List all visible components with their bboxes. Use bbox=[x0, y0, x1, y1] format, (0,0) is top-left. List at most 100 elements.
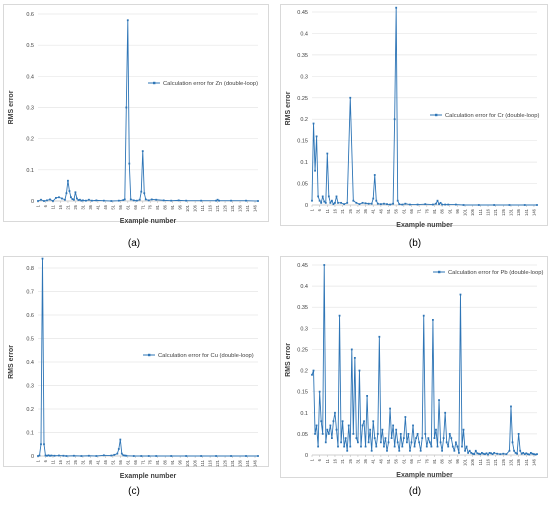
x-tick-label: 101 bbox=[463, 458, 468, 466]
data-point bbox=[216, 198, 219, 201]
x-tick-label: 31 bbox=[80, 459, 85, 464]
data-point bbox=[412, 424, 414, 427]
data-point bbox=[330, 437, 333, 440]
x-tick-label: 146 bbox=[253, 204, 258, 212]
y-tick-label: 0.3 bbox=[300, 326, 308, 332]
data-point bbox=[43, 443, 45, 446]
x-tick-label: 61 bbox=[125, 459, 130, 464]
y-tick-label: 0.35 bbox=[297, 305, 308, 311]
data-point bbox=[80, 455, 83, 457]
data-point bbox=[230, 199, 232, 202]
data-point bbox=[395, 428, 398, 431]
data-point bbox=[55, 196, 57, 199]
data-point bbox=[117, 199, 120, 202]
data-point bbox=[76, 197, 78, 200]
data-point bbox=[245, 455, 247, 457]
x-tick-label: 61 bbox=[401, 458, 406, 463]
y-tick-label: 0.45 bbox=[297, 263, 308, 269]
data-point bbox=[49, 454, 51, 457]
data-point bbox=[416, 432, 419, 435]
data-point bbox=[398, 449, 401, 452]
data-point bbox=[416, 203, 419, 206]
x-tick-label: 21 bbox=[340, 208, 345, 213]
data-point bbox=[407, 432, 410, 435]
panel-caption: (b) bbox=[409, 238, 421, 249]
x-tick-label: 51 bbox=[386, 458, 391, 463]
y-tick-label: 0.6 bbox=[26, 313, 34, 319]
y-tick-label: 0.15 bbox=[297, 139, 308, 145]
y-tick-label: 0.1 bbox=[300, 160, 308, 166]
chart-frame bbox=[280, 4, 548, 226]
data-point bbox=[384, 437, 387, 440]
data-point bbox=[479, 453, 482, 456]
data-point bbox=[366, 394, 369, 397]
data-point bbox=[334, 411, 336, 414]
data-point bbox=[438, 399, 440, 402]
data-point bbox=[117, 448, 120, 450]
x-tick-label: 51 bbox=[386, 208, 391, 213]
data-point bbox=[462, 428, 465, 431]
data-point bbox=[358, 203, 361, 206]
data-point bbox=[361, 424, 364, 427]
x-tick-label: 31 bbox=[355, 208, 360, 213]
x-tick-label: 101 bbox=[463, 208, 468, 216]
data-point bbox=[378, 335, 381, 338]
x-tick-label: 106 bbox=[470, 458, 475, 466]
data-point bbox=[53, 454, 56, 457]
data-point bbox=[491, 453, 494, 456]
data-point bbox=[326, 428, 329, 431]
x-tick-label: 21 bbox=[65, 459, 70, 464]
data-point bbox=[349, 96, 352, 99]
data-point bbox=[458, 451, 460, 454]
x-tick-label: 141 bbox=[245, 204, 250, 212]
x-tick-label: 131 bbox=[230, 459, 235, 467]
data-point bbox=[427, 437, 430, 440]
data-point bbox=[102, 454, 105, 457]
data-point bbox=[312, 122, 315, 125]
x-tick-label: 21 bbox=[340, 458, 345, 463]
data-point bbox=[162, 199, 165, 202]
data-point bbox=[523, 453, 526, 456]
data-point bbox=[534, 453, 537, 456]
x-tick-label: 21 bbox=[65, 204, 70, 209]
data-point bbox=[41, 257, 44, 260]
data-point bbox=[536, 204, 538, 206]
data-point bbox=[364, 445, 367, 448]
data-point bbox=[84, 199, 87, 202]
x-tick-label: 131 bbox=[508, 458, 513, 466]
data-point bbox=[383, 445, 385, 448]
data-point bbox=[536, 453, 538, 456]
data-point bbox=[352, 199, 355, 202]
data-point bbox=[424, 203, 427, 206]
panel-caption: (c) bbox=[128, 486, 140, 497]
data-point bbox=[470, 451, 473, 454]
data-point bbox=[126, 19, 129, 22]
data-point bbox=[150, 198, 153, 201]
data-point bbox=[487, 453, 489, 456]
y-tick-label: 0.1 bbox=[26, 168, 34, 174]
data-point bbox=[110, 454, 113, 457]
x-axis-title: Example number bbox=[120, 218, 177, 225]
data-point bbox=[396, 441, 399, 444]
x-tick-label: 141 bbox=[245, 459, 250, 467]
data-point bbox=[451, 445, 454, 448]
x-tick-label: 81 bbox=[155, 459, 160, 464]
data-point bbox=[529, 451, 532, 454]
data-point bbox=[332, 420, 335, 423]
data-point bbox=[441, 449, 444, 452]
data-point bbox=[525, 452, 528, 455]
data-point bbox=[312, 369, 315, 372]
x-tick-label: 121 bbox=[215, 204, 220, 212]
x-tick-label: 106 bbox=[193, 204, 198, 212]
data-point bbox=[71, 198, 74, 201]
y-tick-label: 0.4 bbox=[300, 31, 308, 37]
x-tick-label: 121 bbox=[493, 458, 498, 466]
data-point bbox=[508, 204, 511, 206]
data-point bbox=[77, 199, 80, 201]
data-point bbox=[432, 203, 434, 206]
x-tick-label: 11 bbox=[50, 459, 55, 464]
data-point bbox=[95, 199, 98, 202]
data-point bbox=[110, 200, 113, 202]
data-point bbox=[522, 451, 525, 454]
data-point bbox=[442, 437, 445, 440]
